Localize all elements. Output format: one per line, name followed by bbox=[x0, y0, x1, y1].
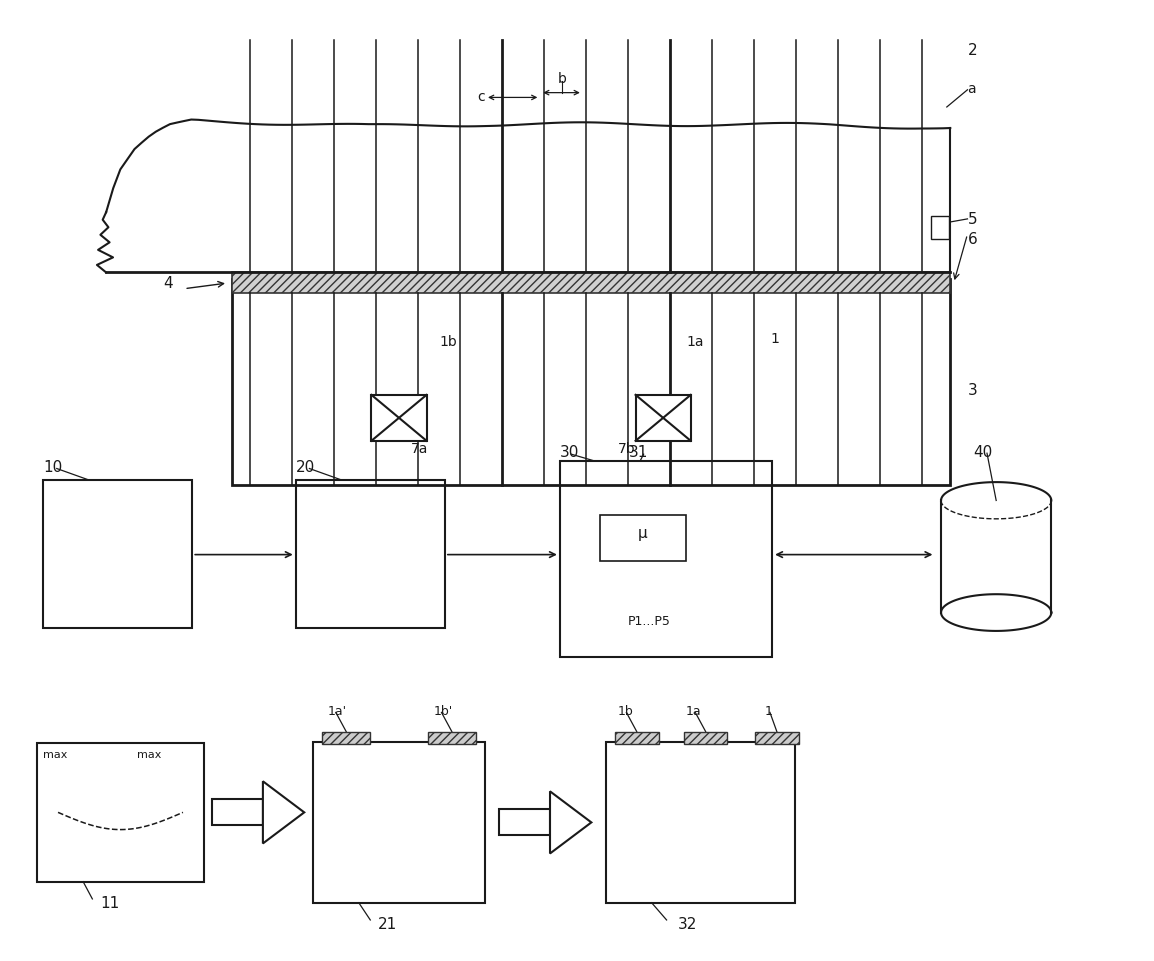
Bar bbox=[600, 516, 687, 562]
Text: 20: 20 bbox=[295, 459, 315, 475]
Text: 1a: 1a bbox=[687, 335, 704, 349]
Bar bbox=[560, 461, 772, 657]
Text: 7a: 7a bbox=[411, 442, 428, 456]
Text: 31: 31 bbox=[629, 444, 649, 459]
Bar bbox=[295, 480, 445, 628]
Bar bbox=[43, 480, 193, 628]
Bar bbox=[755, 731, 799, 744]
Text: 6: 6 bbox=[967, 233, 977, 247]
Bar bbox=[212, 800, 263, 825]
Text: 7b: 7b bbox=[619, 442, 636, 456]
Bar bbox=[372, 396, 427, 441]
Bar bbox=[500, 809, 550, 836]
Text: max: max bbox=[43, 750, 67, 760]
Text: 1b: 1b bbox=[617, 704, 632, 717]
Bar bbox=[37, 743, 204, 882]
Bar bbox=[428, 731, 475, 744]
Text: 4: 4 bbox=[164, 276, 173, 291]
Text: 2: 2 bbox=[967, 43, 977, 58]
Bar bbox=[232, 273, 950, 294]
Text: 1: 1 bbox=[770, 333, 779, 346]
Text: max: max bbox=[137, 750, 162, 760]
Text: 1b': 1b' bbox=[434, 704, 452, 717]
Text: 32: 32 bbox=[677, 917, 697, 931]
Bar bbox=[313, 742, 485, 902]
Text: 21: 21 bbox=[379, 917, 398, 931]
Text: 1: 1 bbox=[764, 704, 772, 717]
Text: 1a: 1a bbox=[687, 704, 702, 717]
Polygon shape bbox=[263, 781, 305, 844]
Bar bbox=[931, 217, 949, 239]
Text: 5: 5 bbox=[967, 212, 977, 227]
Bar bbox=[322, 731, 370, 744]
Text: μ: μ bbox=[638, 526, 647, 541]
Text: P1...P5: P1...P5 bbox=[628, 614, 670, 628]
Bar bbox=[606, 742, 795, 902]
Text: 10: 10 bbox=[43, 459, 62, 475]
Text: a: a bbox=[967, 82, 976, 96]
Bar bbox=[615, 731, 659, 744]
Text: 1a': 1a' bbox=[328, 704, 347, 717]
Text: 40: 40 bbox=[973, 444, 992, 459]
Text: 1b: 1b bbox=[440, 335, 457, 349]
Text: 3: 3 bbox=[967, 382, 977, 397]
Bar bbox=[636, 396, 691, 441]
Text: b: b bbox=[557, 72, 567, 86]
Text: 11: 11 bbox=[100, 896, 120, 910]
Bar bbox=[232, 280, 950, 485]
Text: c: c bbox=[477, 89, 485, 104]
Text: 30: 30 bbox=[560, 444, 579, 459]
Bar bbox=[684, 731, 727, 744]
Polygon shape bbox=[550, 792, 591, 853]
